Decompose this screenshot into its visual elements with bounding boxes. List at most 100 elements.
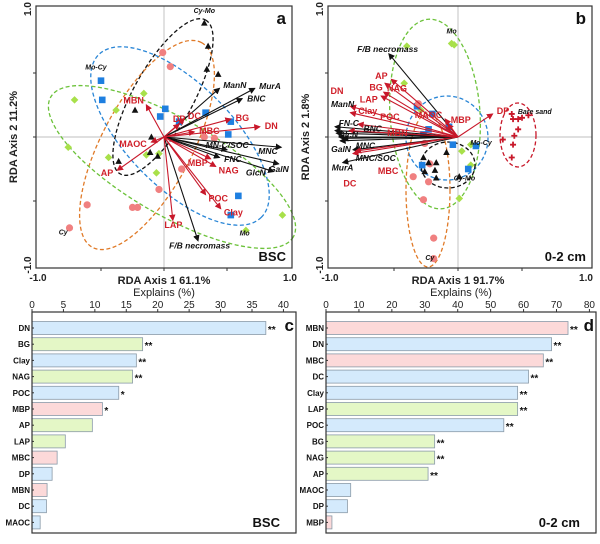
vector-label: DN bbox=[331, 86, 344, 96]
panel-subtitle: 0-2 cm bbox=[545, 249, 586, 264]
vector-label: NAG bbox=[219, 165, 239, 175]
vector-label: LAP bbox=[360, 95, 378, 105]
point-cy bbox=[178, 165, 186, 173]
vector-label: MBC bbox=[199, 126, 220, 136]
significance-label: ** bbox=[437, 455, 445, 466]
significance-label: ** bbox=[506, 422, 514, 433]
bar bbox=[325, 353, 544, 368]
vector-arrow bbox=[457, 113, 494, 138]
vector-label: NAG bbox=[387, 83, 407, 93]
bar bbox=[31, 321, 267, 335]
vector-arrow bbox=[380, 95, 459, 138]
bar bbox=[31, 450, 58, 465]
point-mo bbox=[450, 41, 458, 49]
point-cy bbox=[166, 63, 174, 71]
vector-label: MAOC bbox=[119, 139, 147, 149]
point-mo bbox=[140, 89, 148, 98]
bar bbox=[325, 418, 505, 433]
significance-label: ** bbox=[570, 325, 578, 336]
panel-subtitle: 0-2 cm bbox=[539, 515, 580, 530]
vector-label: GalN bbox=[331, 144, 352, 154]
vector-arrow bbox=[349, 104, 459, 138]
x-tick-label: 70 bbox=[551, 300, 563, 311]
point-bare-sand bbox=[508, 154, 515, 161]
point-bare-sand bbox=[508, 110, 515, 117]
category-label: LAP bbox=[308, 405, 325, 414]
vector-label: DP bbox=[173, 114, 186, 124]
point-cy-mo bbox=[421, 168, 429, 175]
category-label: DP bbox=[313, 502, 325, 511]
point-mo bbox=[455, 194, 464, 203]
point-mo-cy bbox=[472, 142, 480, 150]
point-cy bbox=[200, 133, 208, 141]
x-axis-title: RDA Axis 1 61.1% bbox=[118, 275, 211, 287]
vector-arrow bbox=[163, 136, 212, 160]
vector-label: BG bbox=[369, 83, 383, 93]
category-label: POC bbox=[13, 389, 31, 398]
vector-label: GlcN bbox=[246, 168, 267, 178]
vector-label: DC bbox=[188, 111, 201, 121]
vector-label: DN bbox=[265, 121, 278, 131]
point-bare-sand bbox=[499, 136, 506, 143]
vector-arrow bbox=[163, 123, 180, 138]
significance-label: ** bbox=[545, 357, 553, 368]
vector-arrow bbox=[163, 136, 200, 242]
panel-subtitle: BSC bbox=[253, 515, 281, 530]
vector-label: Clay bbox=[224, 208, 243, 218]
point-bare-sand bbox=[510, 141, 517, 148]
category-label: NAG bbox=[306, 454, 324, 463]
significance-label: ** bbox=[138, 357, 146, 368]
x-tick-label: 10 bbox=[353, 300, 365, 311]
y-tick-label: -1.0 bbox=[315, 256, 326, 274]
category-label: MBC bbox=[306, 356, 324, 365]
bar bbox=[31, 499, 47, 514]
bar bbox=[31, 385, 120, 400]
point-bare-sand bbox=[515, 126, 522, 133]
vector-arrow bbox=[163, 136, 283, 151]
point-cy bbox=[414, 100, 422, 108]
group-label: Cy bbox=[425, 255, 435, 262]
bar bbox=[325, 434, 436, 449]
vector-arrow bbox=[163, 136, 222, 210]
point-mo-cy bbox=[418, 161, 426, 169]
point-mo bbox=[112, 106, 120, 114]
point-bare-sand bbox=[519, 114, 525, 121]
category-label: DN bbox=[312, 340, 324, 349]
vector-label: POC bbox=[209, 194, 229, 204]
vector-label: BG bbox=[236, 113, 250, 123]
vector-arrow bbox=[163, 124, 261, 138]
y-tick-label: 1.0 bbox=[23, 2, 34, 16]
point-cy-mo bbox=[425, 159, 432, 166]
vector-label: LAP bbox=[164, 220, 182, 230]
x-tick-label: 50 bbox=[485, 300, 497, 311]
point-cy-mo bbox=[201, 19, 208, 26]
vector-arrow bbox=[357, 121, 459, 138]
point-bare-sand bbox=[510, 116, 517, 123]
point-cy bbox=[424, 178, 433, 186]
group-label: Bare sand bbox=[518, 109, 553, 116]
bar bbox=[31, 466, 53, 481]
point-mo-cy bbox=[425, 126, 432, 133]
vector-arrow bbox=[354, 136, 459, 154]
confidence-ellipse-cy-mo bbox=[112, 18, 214, 176]
x-tick-label: 0 bbox=[323, 300, 329, 311]
vector-arrow bbox=[163, 98, 244, 138]
panel-subtitle: BSC bbox=[259, 249, 287, 264]
vector-label: FN-C bbox=[339, 118, 360, 128]
vector-arrow bbox=[116, 136, 165, 171]
y-tick-label: 1.0 bbox=[315, 2, 326, 16]
significance-label: ** bbox=[437, 438, 445, 449]
vector-arrow bbox=[163, 136, 176, 222]
confidence-ellipse-mo bbox=[47, 84, 297, 250]
point-cy bbox=[430, 255, 438, 263]
x-axis-title: RDA Axis 1 91.7% bbox=[412, 275, 505, 287]
vector-label: MBN bbox=[387, 128, 408, 138]
point-cy-mo bbox=[432, 174, 440, 181]
point-cy bbox=[409, 173, 417, 181]
x-tick-label: 40 bbox=[452, 300, 464, 311]
panel-letter: c bbox=[285, 316, 294, 335]
bar bbox=[325, 499, 348, 514]
point-cy bbox=[83, 201, 91, 209]
vector-label: BNC bbox=[364, 123, 383, 133]
point-cy-mo bbox=[455, 173, 463, 180]
